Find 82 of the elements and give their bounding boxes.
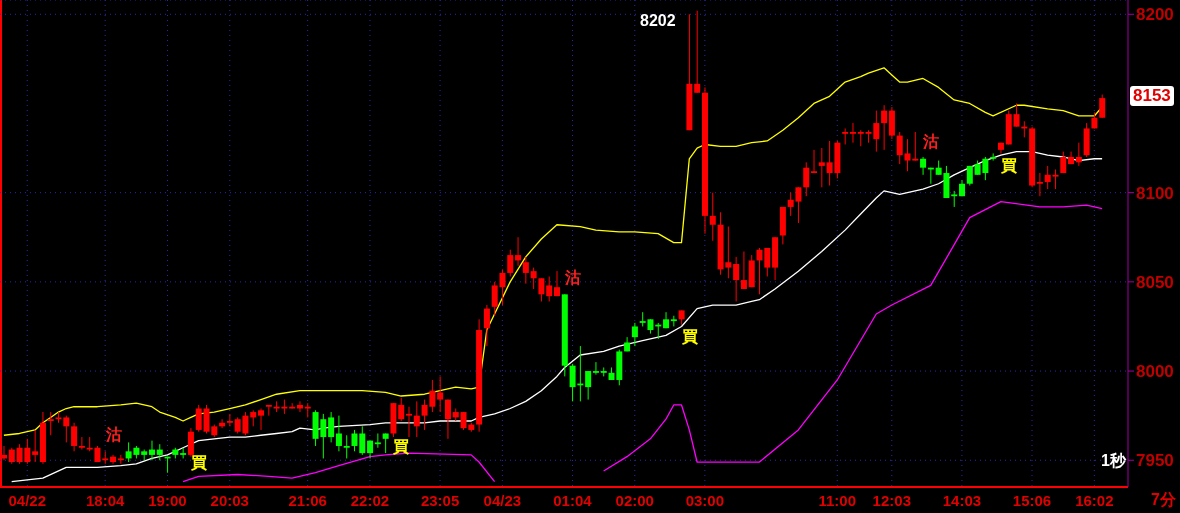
candlestick	[1099, 94, 1106, 119]
candlestick	[740, 251, 747, 290]
candlestick	[444, 399, 451, 440]
candlestick	[803, 161, 810, 197]
candlestick	[1013, 102, 1020, 128]
x-tick-label: 18:04	[85, 491, 125, 509]
candlestick	[881, 104, 888, 151]
candlestick	[818, 147, 825, 188]
x-tick-label: 22:02	[350, 491, 390, 509]
candlestick	[78, 436, 85, 451]
candlestick	[522, 256, 529, 285]
y-tick-label: 8200	[1136, 5, 1174, 25]
candlestick	[507, 249, 514, 277]
candlestick	[920, 156, 927, 176]
annotation: 1秒	[1101, 452, 1126, 470]
annotation: 買	[682, 328, 698, 346]
candlestick	[694, 10, 701, 94]
candlestick	[351, 429, 358, 452]
candlestick	[102, 450, 109, 465]
candlestick	[335, 415, 342, 452]
candlestick	[554, 270, 560, 297]
y-tick-label: 7950	[1136, 451, 1174, 471]
candlestick	[515, 236, 522, 267]
line-series	[11, 150, 1103, 483]
x-tick-label: 01:04	[553, 491, 593, 509]
candlestick	[437, 375, 444, 413]
x-tick-label: 04/22	[8, 491, 47, 509]
annotation: 8202	[640, 12, 676, 30]
candlestick	[343, 434, 350, 459]
annotation: 沽	[106, 426, 122, 444]
candlestick	[195, 404, 202, 433]
candlestick	[374, 432, 381, 449]
y-tick-label: 8050	[1136, 272, 1174, 292]
text: 8153	[1130, 86, 1174, 106]
y-tick-label: 8100	[1136, 183, 1174, 203]
candlestick	[47, 411, 54, 436]
candlestick	[585, 370, 592, 401]
x-tick-label: 21:06	[288, 491, 327, 509]
candlestick	[1075, 142, 1082, 167]
candlestick	[413, 400, 420, 438]
annotation: 買	[1001, 157, 1017, 175]
candlestick	[1036, 172, 1043, 197]
candlestick	[296, 400, 303, 413]
candlestick	[71, 422, 78, 452]
candlestick	[258, 408, 265, 431]
x-tick-label: 16:02	[1075, 491, 1114, 509]
x-tick-label: 11:00	[818, 491, 857, 509]
candlestick	[226, 413, 233, 427]
candlestick	[398, 397, 405, 422]
candlestick	[530, 267, 537, 290]
line-series	[602, 200, 1103, 472]
annotation: 沽	[923, 133, 939, 151]
candlestick	[406, 406, 413, 438]
x-tick-label: 03:00	[685, 491, 725, 509]
x-tick-label: 04/23	[483, 491, 522, 509]
candlestick	[538, 277, 545, 302]
candlestick	[592, 361, 599, 376]
candlestick	[912, 131, 919, 162]
candlestick	[733, 256, 740, 302]
candlestick	[148, 440, 155, 461]
x-tick-label: 15:06	[1012, 491, 1052, 509]
annotation: 買	[393, 438, 409, 456]
x-tick-label: 19:00	[148, 491, 187, 509]
text: 7分	[1151, 491, 1176, 509]
annotation: 沽	[565, 269, 581, 287]
x-tick-label: 12:03	[872, 491, 911, 509]
annotation: 買	[191, 454, 207, 472]
candlestick	[709, 192, 716, 242]
candlestick	[180, 447, 187, 459]
y-tick-label: 8000	[1136, 362, 1174, 382]
x-tick-label: 14:03	[942, 491, 982, 509]
candlestick	[849, 122, 856, 144]
candlestick	[328, 411, 335, 443]
candlestick	[32, 429, 39, 463]
candlestick	[483, 304, 490, 347]
candlestick	[359, 425, 366, 456]
candlestick	[631, 322, 638, 347]
candlestick	[546, 276, 553, 302]
x-tick-label: 20:03	[210, 491, 249, 509]
x-tick-label: 02:00	[615, 491, 654, 509]
candlestick	[382, 432, 389, 454]
x-tick-label: 23:05	[420, 491, 460, 509]
